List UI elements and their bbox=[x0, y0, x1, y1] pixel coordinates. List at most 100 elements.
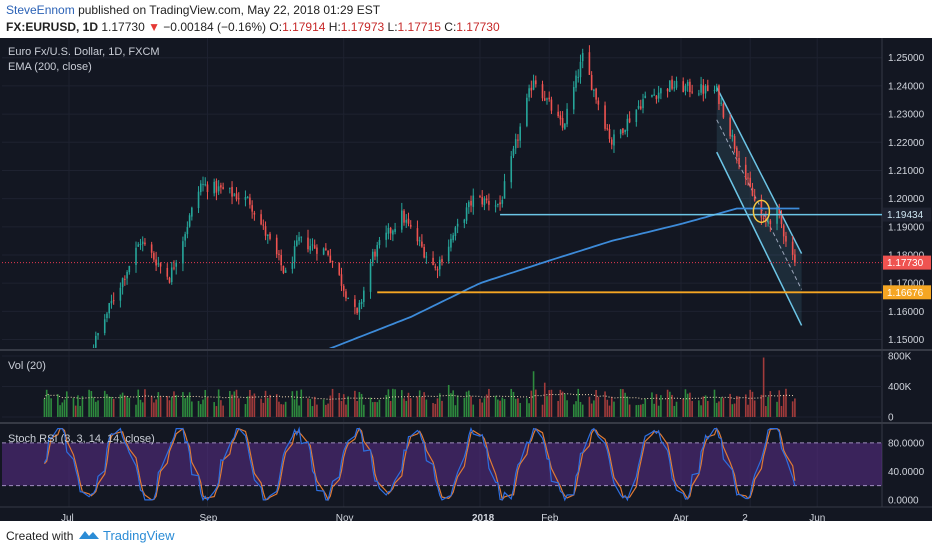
volume-bar bbox=[110, 396, 113, 417]
candle-body bbox=[644, 95, 647, 99]
candle-body bbox=[197, 191, 200, 209]
volume-bar bbox=[436, 398, 439, 417]
candle-body bbox=[590, 74, 593, 91]
channel-midline bbox=[716, 119, 803, 290]
candle-body bbox=[92, 347, 95, 348]
volume-bar bbox=[528, 403, 530, 417]
volume-bar bbox=[43, 398, 46, 417]
volume-bar bbox=[204, 389, 207, 417]
volume-bar bbox=[604, 391, 606, 417]
volume-bar bbox=[501, 397, 504, 417]
candle-body bbox=[311, 244, 314, 246]
volume-bar bbox=[481, 402, 484, 417]
candle-body bbox=[747, 177, 749, 179]
axes: 1.25000 1.24000 1.23000 1.22000 1.21000 1.200… bbox=[61, 53, 931, 521]
author-link[interactable]: SteveEnnom bbox=[6, 3, 75, 17]
volume-bar bbox=[713, 389, 716, 417]
candle-body bbox=[378, 240, 381, 246]
quote-line: FX:EURUSD, 1D 1.17730 ▼ −0.00184 (−0.16%… bbox=[6, 20, 500, 34]
candle-body bbox=[454, 227, 457, 237]
open-value: 1.17914 bbox=[282, 20, 326, 34]
volume-bar bbox=[622, 389, 624, 417]
time-tick-label: Jun bbox=[809, 513, 825, 521]
stoch-rsi-pane[interactable] bbox=[2, 426, 882, 502]
price-pane[interactable] bbox=[2, 45, 882, 452]
volume-bar bbox=[311, 406, 314, 417]
candle-body bbox=[535, 80, 537, 85]
volume-bar bbox=[606, 399, 609, 417]
volume-bar bbox=[112, 398, 115, 417]
volume-bar bbox=[184, 398, 186, 417]
volume-bar bbox=[400, 390, 403, 417]
candle-body bbox=[698, 93, 700, 95]
candle-body bbox=[251, 205, 253, 212]
candle-body bbox=[423, 246, 425, 258]
candle-body bbox=[514, 139, 517, 149]
candle-body bbox=[360, 301, 363, 304]
volume-bar bbox=[456, 395, 459, 417]
volume-bar bbox=[385, 395, 387, 417]
candle-body bbox=[182, 241, 184, 264]
volume-bar bbox=[608, 405, 611, 417]
time-tick-label: 2 bbox=[742, 513, 748, 521]
volume-bar bbox=[284, 401, 287, 417]
volume-pane[interactable] bbox=[43, 357, 796, 417]
candle-body bbox=[405, 219, 408, 223]
volume-bar bbox=[472, 404, 475, 417]
volume-bar bbox=[188, 392, 191, 417]
candle-body bbox=[606, 128, 609, 130]
main-series-label[interactable]: Euro Fx/U.S. Dollar, 1D, FXCM bbox=[8, 46, 160, 58]
volume-bar bbox=[137, 389, 140, 417]
candle-body bbox=[110, 301, 113, 304]
candle-body bbox=[282, 265, 285, 273]
candle-body bbox=[376, 245, 379, 257]
volume-bar bbox=[157, 392, 160, 417]
candle-body bbox=[173, 267, 175, 269]
volume-bar bbox=[488, 388, 490, 417]
footer: Created with TradingView bbox=[0, 521, 932, 550]
candle-body bbox=[215, 180, 218, 193]
tradingview-logo-icon bbox=[79, 531, 99, 539]
ema-label[interactable]: EMA (200, close) bbox=[8, 61, 92, 73]
volume-bar bbox=[657, 405, 660, 417]
volume-bar bbox=[749, 389, 752, 417]
candle-body bbox=[782, 225, 785, 237]
volume-bar bbox=[291, 391, 294, 417]
volume-label[interactable]: Vol (20) bbox=[8, 360, 46, 372]
created-with-text: Created with bbox=[6, 529, 74, 543]
volume-bar bbox=[237, 398, 240, 417]
candle-body bbox=[550, 99, 553, 111]
candle-body bbox=[141, 241, 144, 245]
stoch-rsi-label[interactable]: Stoch RSI (3, 3, 14, 14, close) bbox=[8, 433, 155, 445]
volume-bar bbox=[309, 399, 312, 417]
candle-body bbox=[767, 221, 769, 223]
chart-canvas[interactable]: 1.25000 1.24000 1.23000 1.22000 1.21000 1.200… bbox=[0, 38, 932, 521]
candle-body bbox=[260, 214, 262, 225]
candle-body bbox=[275, 237, 278, 255]
volume-bar bbox=[550, 389, 553, 417]
candle-body bbox=[206, 184, 209, 193]
candle-body bbox=[519, 126, 521, 141]
tradingview-brand[interactable]: TradingView bbox=[103, 528, 175, 543]
candle-body bbox=[660, 88, 662, 94]
candle-body bbox=[231, 186, 233, 197]
volume-bar bbox=[72, 397, 75, 417]
stoch-tick-label: 0.0000 bbox=[888, 495, 919, 506]
candle-body bbox=[564, 123, 566, 129]
price-tick-label: 1.24000 bbox=[888, 81, 925, 92]
volume-bar bbox=[126, 396, 128, 417]
candle-body bbox=[639, 106, 642, 109]
chart-background bbox=[0, 38, 932, 521]
candle-body bbox=[434, 266, 437, 268]
candle-body bbox=[588, 52, 591, 75]
candle-body bbox=[604, 105, 606, 129]
candle-body bbox=[579, 61, 582, 78]
candle-body bbox=[655, 95, 658, 100]
volume-bar bbox=[666, 389, 669, 417]
candle-body bbox=[456, 223, 459, 227]
volume-bar bbox=[593, 400, 595, 417]
candle-body bbox=[103, 319, 106, 334]
volume-bar bbox=[639, 404, 642, 417]
volume-bar bbox=[356, 401, 358, 417]
volume-bar bbox=[325, 404, 327, 417]
